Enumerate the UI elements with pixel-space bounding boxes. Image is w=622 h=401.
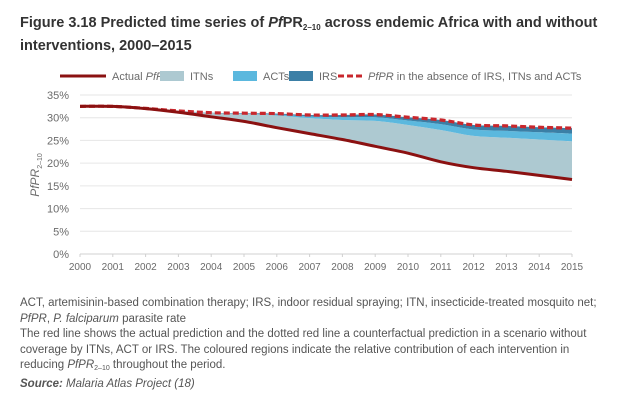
chart: Actual PfPR ITNs ACTs IRS PfPR in the absenc…: [28, 71, 584, 273]
legend-swatch-box: [160, 71, 184, 81]
x-tick-label: 2009: [364, 262, 387, 273]
caption-desc-pfpr: PfPR: [67, 359, 95, 371]
source-label: Source:: [20, 377, 63, 390]
y-tick-label: 5%: [53, 226, 69, 238]
y-axis-label: PfPR2–10: [28, 153, 44, 197]
title-prefix: Figure 3.18 Predicted time series of: [20, 15, 269, 31]
x-tick-label: 2015: [561, 262, 584, 273]
y-tick-label: 25%: [47, 135, 69, 147]
series-lines: [79, 104, 573, 181]
caption-abbr-pfpr: PfPR: [20, 312, 47, 325]
legend-item: IRS: [289, 71, 337, 83]
x-tick-label: 2008: [331, 262, 354, 273]
figure-title: Figure 3.18 Predicted time series of PfP…: [20, 14, 610, 56]
legend-swatch-box: [233, 71, 257, 81]
caption-abbreviations: ACT, artemisinin-based combination thera…: [20, 296, 610, 327]
caption-abbr-text: ACT, artemisinin-based combination thera…: [20, 297, 597, 309]
legend-item: Actual PfPR: [60, 71, 171, 83]
x-tick-label: 2010: [397, 262, 420, 273]
title-suffix: across endemic Africa with and without i…: [20, 15, 598, 54]
y-axis: 0% 5% 10% 15% 20% 25% 30% 35%: [47, 90, 69, 261]
caption-abbr-sep: ,: [46, 312, 54, 325]
legend-item: PfPR in the absence of IRS, ITNs and ACT…: [338, 71, 582, 83]
x-tick-label: 2001: [102, 262, 125, 273]
y-tick-label: 30%: [47, 113, 69, 125]
caption-abbr-species: P. falciparum: [53, 312, 119, 325]
x-tick-label: 2013: [495, 262, 518, 273]
caption-abbr-rate: parasite rate: [118, 312, 186, 325]
legend: Actual PfPR ITNs ACTs IRS PfPR in the absenc…: [60, 71, 582, 83]
title-pf: Pf: [268, 15, 283, 31]
caption-desc-end: throughout the period.: [109, 359, 226, 371]
x-tick-label: 2002: [134, 262, 157, 273]
y-tick-label: 10%: [47, 204, 69, 216]
legend-label: ACTs: [263, 71, 290, 83]
actual-pfpr-line: [79, 104, 573, 181]
y-tick-label: 0%: [53, 249, 69, 261]
y-tick-label: 35%: [47, 90, 69, 102]
y-label-subscript: 2–10: [37, 153, 44, 169]
area-band-acts: [80, 106, 572, 142]
x-tick-label: 2005: [233, 262, 256, 273]
legend-item: ITNs: [160, 71, 214, 83]
x-tick-label: 2011: [430, 262, 452, 273]
y-tick-label: 15%: [47, 181, 69, 193]
y-tick-label: 20%: [47, 158, 69, 170]
x-axis: 2000 2001 2002 2003 2004 2005 2006 2007 2008 2009…: [69, 254, 584, 273]
source-text: Malaria Atlas Project (18): [62, 377, 195, 390]
legend-label: PfPR in the absence of IRS, ITNs and ACT…: [368, 71, 582, 83]
x-tick-label: 2004: [200, 262, 223, 273]
y-label-main: PfPR: [28, 168, 42, 196]
x-tick-label: 2000: [69, 262, 92, 273]
x-tick-label: 2007: [298, 262, 321, 273]
x-tick-label: 2006: [266, 262, 289, 273]
area-band-irs: [80, 106, 572, 134]
legend-label: IRS: [319, 71, 337, 83]
caption: ACT, artemisinin-based combination thera…: [20, 296, 610, 392]
x-tick-label: 2014: [528, 262, 551, 273]
caption-desc-subscript: 2–10: [94, 365, 110, 372]
legend-item: ACTs: [233, 71, 290, 83]
title-subscript: 2–10: [302, 23, 321, 32]
caption-description: The red line shows the actual prediction…: [20, 327, 610, 377]
caption-source: Source: Malaria Atlas Project (18): [20, 377, 610, 393]
caption-desc-text: The red line shows the actual prediction…: [20, 328, 587, 371]
legend-swatch-box: [289, 71, 313, 81]
area-band-itns: [80, 106, 572, 180]
area-bands: [80, 106, 572, 180]
x-tick-label: 2003: [167, 262, 190, 273]
title-pr: PR: [282, 15, 303, 31]
x-tick-label: 2012: [462, 262, 485, 273]
legend-label: ITNs: [190, 71, 214, 83]
